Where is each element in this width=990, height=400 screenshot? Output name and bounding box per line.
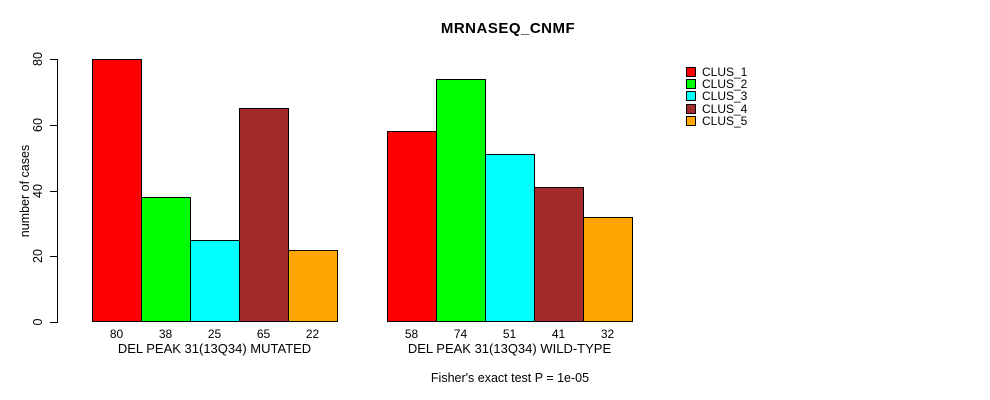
bar-value-label: 74	[453, 327, 468, 341]
bar-value-label: 41	[551, 327, 566, 341]
legend-label: CLUS_3	[702, 89, 748, 103]
bar-value-label: 22	[305, 327, 320, 341]
legend-swatch	[686, 116, 696, 126]
y-axis-line	[57, 59, 58, 323]
legend-swatch	[686, 91, 696, 101]
bar	[239, 108, 289, 322]
bar-value-label: 32	[600, 327, 615, 341]
y-axis-tick-label: 80	[31, 52, 45, 66]
legend-swatch	[686, 67, 696, 77]
legend-label: CLUS_2	[702, 77, 748, 91]
legend-swatch	[686, 104, 696, 114]
y-axis-tick	[50, 322, 57, 323]
y-axis-tick	[50, 125, 57, 126]
y-axis-tick-label: 40	[31, 184, 45, 198]
legend-label: CLUS_4	[702, 102, 748, 116]
bar	[436, 79, 486, 322]
bar	[387, 131, 437, 322]
bar	[141, 197, 191, 322]
y-axis-tick-label: 0	[31, 318, 45, 326]
bar	[92, 59, 142, 322]
y-axis-tick	[50, 59, 57, 60]
bar	[288, 250, 338, 322]
bar-value-label: 25	[207, 327, 222, 341]
chart-title: MRNASEQ_CNMF	[440, 20, 576, 37]
bar	[534, 187, 584, 322]
bar-value-label: 38	[158, 327, 173, 341]
bar	[485, 154, 535, 322]
legend: CLUS_1 CLUS_2 CLUS_3 CLUS_4 CLUS_5	[686, 66, 806, 136]
legend-label: CLUS_1	[702, 65, 748, 79]
bar	[190, 240, 240, 322]
y-axis-tick	[50, 191, 57, 192]
annotation-fisher-test: Fisher's exact test P = 1e-05	[430, 371, 590, 385]
y-axis-tick	[50, 256, 57, 257]
group-label: DEL PEAK 31(13Q34) MUTATED	[117, 341, 312, 356]
bar-value-label: 58	[404, 327, 419, 341]
group-label: DEL PEAK 31(13Q34) WILD-TYPE	[407, 341, 612, 356]
y-axis-tick-label: 60	[31, 118, 45, 132]
legend-label: CLUS_5	[702, 114, 748, 128]
bar-value-label: 51	[502, 327, 517, 341]
bar-value-label: 65	[256, 327, 271, 341]
legend-swatch	[686, 79, 696, 89]
bar	[583, 217, 633, 322]
y-axis-tick-label: 20	[31, 249, 45, 263]
bar-value-label: 80	[109, 327, 124, 341]
y-axis-label: number of cases	[18, 144, 32, 238]
